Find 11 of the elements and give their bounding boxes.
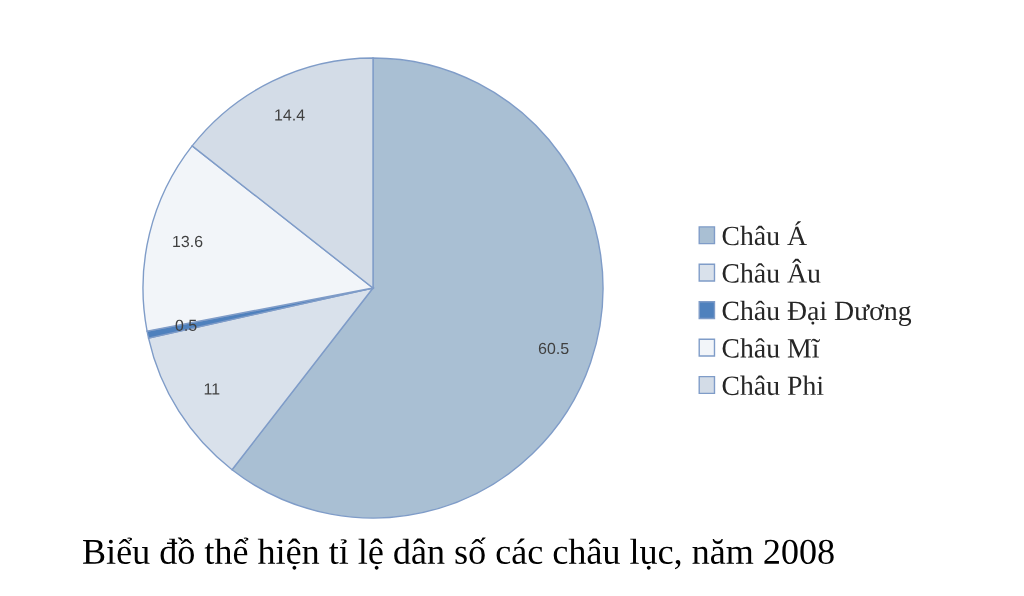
data-label: 13.6: [173, 235, 203, 248]
data-label: 0.5: [175, 319, 197, 331]
legend-label: Châu Âu: [722, 258, 821, 283]
legend-label: Châu Mĩ: [722, 338, 820, 358]
legend-label: Châu Phi: [722, 375, 824, 396]
legend-label: Châu Á: [722, 221, 807, 246]
legend-label: Châu Đại Dương: [722, 300, 912, 326]
data-label: 60.5: [538, 342, 569, 355]
text: Biểu đồ thể hiện tỉ lệ dân số các châu lục, năm 2008: [83, 537, 834, 570]
data-label: 11: [204, 383, 220, 395]
data-label: 14.4: [275, 109, 305, 121]
